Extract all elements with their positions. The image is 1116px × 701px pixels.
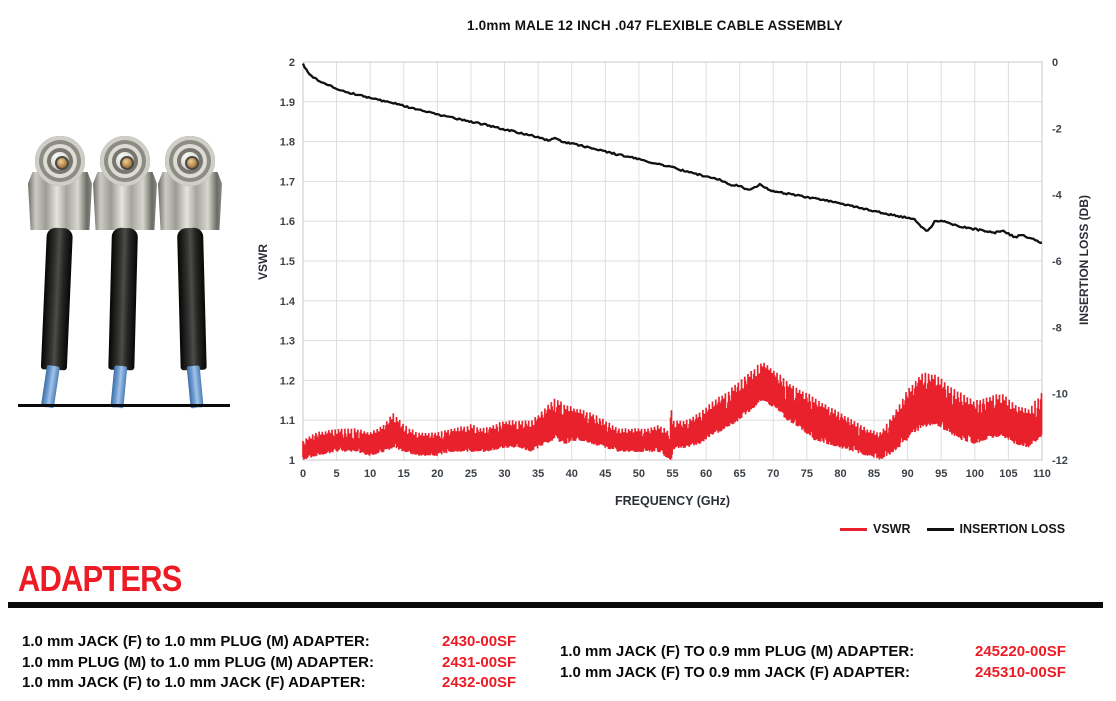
connector-center-pin <box>55 156 69 170</box>
y-right-tick-label: -2 <box>1052 123 1062 135</box>
coax-connector <box>93 136 157 409</box>
adapter-part-number: 245220-00SF <box>975 643 1066 660</box>
vswr-insertion-loss-chart: 0 5 10 15 20 25 30 35 40 45 50 55 60 65 70 75 80 85 90 95 10… <box>280 57 1068 480</box>
x-tick-label: 65 <box>734 468 746 480</box>
y-right-tick-label: -4 <box>1052 190 1063 202</box>
connector-strain-relief <box>40 227 73 371</box>
x-tick-label: 45 <box>599 468 611 480</box>
x-tick-label: 50 <box>633 468 645 480</box>
blue-cable <box>186 365 204 409</box>
blue-cable <box>40 364 60 409</box>
y-right-tick-label: -10 <box>1052 389 1068 401</box>
x-axis-label-frequency: FREQUENCY (GHz) <box>614 494 731 508</box>
legend-label-vswr: VSWR <box>873 522 911 536</box>
x-tick-label: 75 <box>801 468 813 480</box>
photo-baseline-rule <box>18 404 230 407</box>
plot-border <box>302 61 1043 461</box>
section-divider-rule <box>8 602 1103 608</box>
adapters-column-left: 1.0 mm JACK (F) to 1.0 mm PLUG (M) ADAPT… <box>22 632 516 694</box>
adapter-row: 1.0 mm JACK (F) to 1.0 mm JACK (F) ADAPT… <box>22 673 516 694</box>
x-tick-label: 10 <box>364 468 376 480</box>
x-tick-label: 70 <box>767 468 779 480</box>
y-left-tick-label: 1.1 <box>280 415 295 427</box>
adapter-label: 1.0 mm JACK (F) TO 0.9 mm JACK (F) ADAPT… <box>560 663 911 681</box>
chart-legend: VSWR INSERTION LOSS <box>840 522 1065 536</box>
vswr-series <box>302 362 1043 460</box>
adapter-row: 1.0 mm JACK (F) TO 0.9 mm JACK (F) ADAPT… <box>560 663 1066 684</box>
adapters-column-right: 1.0 mm JACK (F) TO 0.9 mm PLUG (M) ADAPT… <box>560 642 1066 683</box>
x-tick-label: 35 <box>532 468 544 480</box>
adapter-row: 1.0 mm PLUG (M) to 1.0 mm PLUG (M) ADAPT… <box>22 653 516 674</box>
product-photo-cable-assemblies <box>18 136 230 409</box>
x-tick-label: 55 <box>666 468 678 480</box>
legend-item-insertion-loss: INSERTION LOSS <box>926 522 1066 536</box>
adapter-part-number: 2432-00SF <box>442 674 517 691</box>
y-left-tick-label: 1.7 <box>280 176 295 188</box>
y-left-tick-label: 1.2 <box>280 375 295 387</box>
x-tick-label: 110 <box>1033 468 1051 480</box>
connector-center-pin <box>120 156 134 170</box>
y-left-tick-label: 1.9 <box>280 97 295 109</box>
y-left-tick-label: 1.4 <box>280 296 296 308</box>
x-tick-label: 15 <box>398 468 410 480</box>
x-tick-label: 60 <box>700 468 712 480</box>
x-tick-label: 90 <box>902 468 914 480</box>
legend-label-insertion-loss: INSERTION LOSS <box>959 522 1066 536</box>
y-axis-label-vswr: VSWR <box>256 244 270 280</box>
adapter-label: 1.0 mm JACK (F) to 1.0 mm PLUG (M) ADAPT… <box>22 633 370 650</box>
y-right-tick-label: -12 <box>1052 455 1068 467</box>
y-left-tick-label: 1 <box>289 455 295 467</box>
adapters-section-heading: ADAPTERS <box>18 558 182 599</box>
y-left-tick-label: 1.3 <box>280 336 295 348</box>
vswr-line-swatch <box>840 527 867 531</box>
y-left-tick-label: 1.8 <box>280 137 295 149</box>
x-tick-label: 105 <box>999 468 1017 480</box>
connector-strain-relief <box>177 227 207 371</box>
connector-center-pin <box>185 156 199 170</box>
adapter-part-number: 245310-00SF <box>975 663 1066 681</box>
adapter-part-number: 2430-00SF <box>442 633 517 650</box>
adapter-part-number: 2431-00SF <box>442 653 517 671</box>
connector-strain-relief <box>108 227 138 371</box>
x-tick-label: 5 <box>334 468 340 480</box>
x-tick-label: 95 <box>935 468 947 480</box>
x-tick-label: 40 <box>566 468 578 480</box>
y-right-tick-label: -8 <box>1052 322 1062 334</box>
adapter-row: 1.0 mm JACK (F) to 1.0 mm PLUG (M) ADAPT… <box>22 632 516 653</box>
x-tick-label: 80 <box>834 468 846 480</box>
adapter-row: 1.0 mm JACK (F) TO 0.9 mm PLUG (M) ADAPT… <box>560 642 1066 663</box>
insertion-loss-series <box>301 63 1043 244</box>
adapter-label: 1.0 mm JACK (F) TO 0.9 mm PLUG (M) ADAPT… <box>560 643 915 660</box>
x-tick-label: 85 <box>868 468 880 480</box>
y-left-tick-label: 2 <box>289 57 295 69</box>
x-tick-label: 100 <box>966 468 984 480</box>
y-left-tick-label: 1.5 <box>280 256 295 268</box>
adapter-label: 1.0 mm JACK (F) to 1.0 mm JACK (F) ADAPT… <box>22 674 366 691</box>
coax-connector <box>158 136 222 409</box>
y-right-tick-label: -6 <box>1052 256 1062 268</box>
x-tick-label: 25 <box>465 468 477 480</box>
x-tick-label: 30 <box>498 468 510 480</box>
coax-connector <box>28 136 92 409</box>
adapter-label: 1.0 mm PLUG (M) to 1.0 mm PLUG (M) ADAPT… <box>22 653 374 671</box>
y-left-tick-label: 1.6 <box>280 216 295 228</box>
y-axis-label-insertion-loss: INSERTION LOSS (DB) <box>1077 194 1091 326</box>
chart-title: 1.0mm MALE 12 INCH .047 FLEXIBLE CABLE A… <box>467 18 843 33</box>
insertion-loss-line-swatch <box>926 527 954 531</box>
legend-item-vswr: VSWR <box>840 522 911 536</box>
y-right-tick-label: 0 <box>1052 57 1058 69</box>
blue-cable <box>110 365 128 409</box>
x-tick-label: 0 <box>300 468 306 480</box>
x-tick-label: 20 <box>431 468 443 480</box>
